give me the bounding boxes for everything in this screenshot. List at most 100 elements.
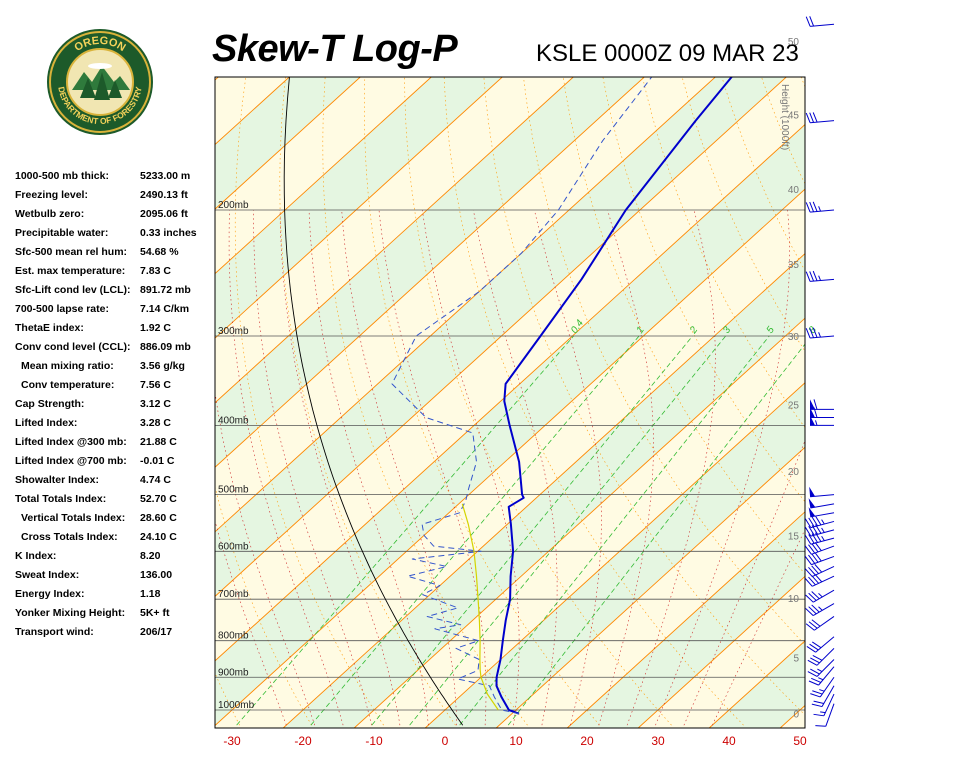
mixing-ratio-label: 1 bbox=[635, 325, 647, 336]
dewpoint-profile-line bbox=[391, 77, 653, 715]
index-row: Precipitable water: 0.33 inches bbox=[15, 225, 215, 244]
moist-adiabat-line bbox=[598, 209, 654, 726]
temperature-tick-label: 0 bbox=[442, 734, 449, 748]
wind-barb-flag bbox=[808, 554, 816, 564]
wind-barb-flag bbox=[810, 668, 820, 675]
wind-barb-flag bbox=[811, 516, 819, 527]
wind-barb bbox=[805, 603, 835, 617]
wind-barb-flag bbox=[808, 534, 815, 544]
index-row: Wetbulb zero: 2095.06 ft bbox=[15, 206, 215, 225]
moist-adiabat-line bbox=[215, 519, 287, 726]
index-row: ThetaE index: 1.92 C bbox=[15, 320, 215, 339]
moist-adiabat-line bbox=[473, 209, 558, 726]
index-label: 700-500 lapse rate: bbox=[15, 303, 109, 315]
isotherm-line bbox=[215, 77, 503, 339]
wind-barb bbox=[807, 647, 835, 666]
wind-barb-flag bbox=[811, 619, 821, 627]
wind-barb-flag bbox=[808, 517, 815, 528]
moist-adiabat-line bbox=[308, 209, 429, 726]
index-value: 5233.00 m bbox=[140, 170, 191, 182]
moist-adiabat-line bbox=[341, 209, 457, 726]
index-label: Cross Totals Index: bbox=[21, 531, 118, 543]
pressure-label: 900mb bbox=[218, 667, 249, 678]
mixing-ratio-label: 3 bbox=[721, 324, 733, 335]
wind-barb-flag bbox=[810, 693, 821, 698]
wind-barb-flag bbox=[808, 606, 817, 615]
wind-barb bbox=[804, 564, 835, 578]
index-label: Est. max temperature: bbox=[15, 265, 126, 277]
wind-barb-staff bbox=[819, 676, 835, 698]
stability-indices-list: 1000-500 mb thick: 5233.00 m Freezing leve… bbox=[15, 168, 215, 643]
logo-top-text: OREGON bbox=[72, 35, 127, 54]
wind-barb-flag bbox=[809, 271, 815, 282]
wind-barb bbox=[805, 616, 835, 631]
wind-barb-flag bbox=[812, 270, 818, 281]
wind-barb-staff bbox=[810, 335, 835, 339]
wind-barb bbox=[804, 515, 835, 529]
wind-barb bbox=[805, 201, 835, 213]
wind-barb-staff bbox=[812, 603, 835, 617]
pressure-label: 300mb bbox=[218, 326, 249, 337]
wind-barb-flag bbox=[814, 564, 823, 573]
mixing-ratio-line bbox=[459, 335, 770, 726]
reference-adiabat-line bbox=[283, 77, 464, 726]
wind-barb-flag bbox=[813, 700, 824, 705]
temperature-band bbox=[780, 705, 805, 728]
wind-barb-half-flag bbox=[817, 668, 823, 672]
index-row: Sfc-Lift cond lev (LCL): 891.72 mb bbox=[15, 282, 215, 301]
wind-barb-staff bbox=[812, 566, 835, 578]
index-value: 52.70 C bbox=[140, 493, 177, 505]
wind-barb-flag bbox=[808, 592, 817, 601]
index-row: 700-500 lapse rate: 7.14 C/km bbox=[15, 301, 215, 320]
moist-adiabat-line bbox=[215, 390, 315, 726]
wind-barb bbox=[808, 666, 835, 686]
wind-barb-staff bbox=[816, 659, 835, 677]
wind-barb-flag bbox=[806, 646, 816, 653]
wind-barb bbox=[809, 486, 835, 498]
index-row: 1000-500 mb thick: 5233.00 m bbox=[15, 168, 215, 187]
wind-barb-flag bbox=[805, 112, 811, 123]
dry-adiabat-line bbox=[849, 0, 960, 725]
wind-barb-staff bbox=[810, 23, 835, 27]
svg-text:OREGON: OREGON bbox=[72, 35, 127, 54]
wind-barb-staff bbox=[810, 120, 835, 124]
wind-barb-flag bbox=[808, 544, 816, 554]
moist-adiabat-line bbox=[253, 209, 372, 726]
index-label: Mean mixing ratio: bbox=[21, 360, 114, 372]
wind-barb-flag bbox=[805, 328, 811, 339]
index-row: Lifted Index @700 mb: -0.01 C bbox=[15, 453, 215, 472]
dry-adiabat-line bbox=[642, 77, 805, 429]
index-value: 7.56 C bbox=[140, 379, 171, 391]
wind-barb bbox=[813, 693, 835, 717]
wind-barb-half-flag bbox=[818, 677, 824, 681]
temperature-tick-label: 40 bbox=[722, 734, 736, 748]
wind-barb-flag bbox=[811, 565, 819, 574]
wind-barb-flag bbox=[811, 543, 819, 553]
wind-barb-staff bbox=[810, 209, 835, 213]
height-tick-label: 0 bbox=[793, 710, 799, 721]
temperature-tick-label: -10 bbox=[365, 734, 383, 748]
index-row: Freezing level: 2490.13 ft bbox=[15, 187, 215, 206]
index-label: Sfc-500 mean rel hum: bbox=[15, 246, 128, 258]
height-tick-label: 5 bbox=[793, 654, 799, 665]
wind-barb bbox=[806, 636, 835, 653]
wind-barb-flag bbox=[805, 271, 811, 282]
pressure-label: 700mb bbox=[218, 589, 249, 600]
index-row: Total Totals Index: 52.70 C bbox=[15, 491, 215, 510]
wind-barb-half-flag bbox=[815, 420, 818, 426]
dry-adiabat-line bbox=[812, 0, 960, 725]
wind-barb bbox=[805, 327, 835, 339]
parcel-profile-line bbox=[461, 503, 499, 711]
temperature-tick-label: 10 bbox=[509, 734, 523, 748]
wind-barb-staff bbox=[821, 685, 835, 707]
isotherm-line bbox=[779, 704, 805, 728]
station-time-label: KSLE 0000Z 09 MAR 23 bbox=[536, 40, 799, 67]
temperature-profile-line bbox=[495, 77, 733, 715]
wind-barb-flag bbox=[814, 552, 822, 562]
wind-barb-half-flag bbox=[821, 519, 825, 525]
index-value: 891.72 mb bbox=[140, 284, 191, 296]
moist-adiabat-line bbox=[279, 209, 401, 726]
index-value: 5K+ ft bbox=[140, 607, 170, 619]
index-row: Energy Index: 1.18 bbox=[15, 586, 215, 605]
index-label: Lifted Index @300 mb: bbox=[15, 436, 127, 448]
